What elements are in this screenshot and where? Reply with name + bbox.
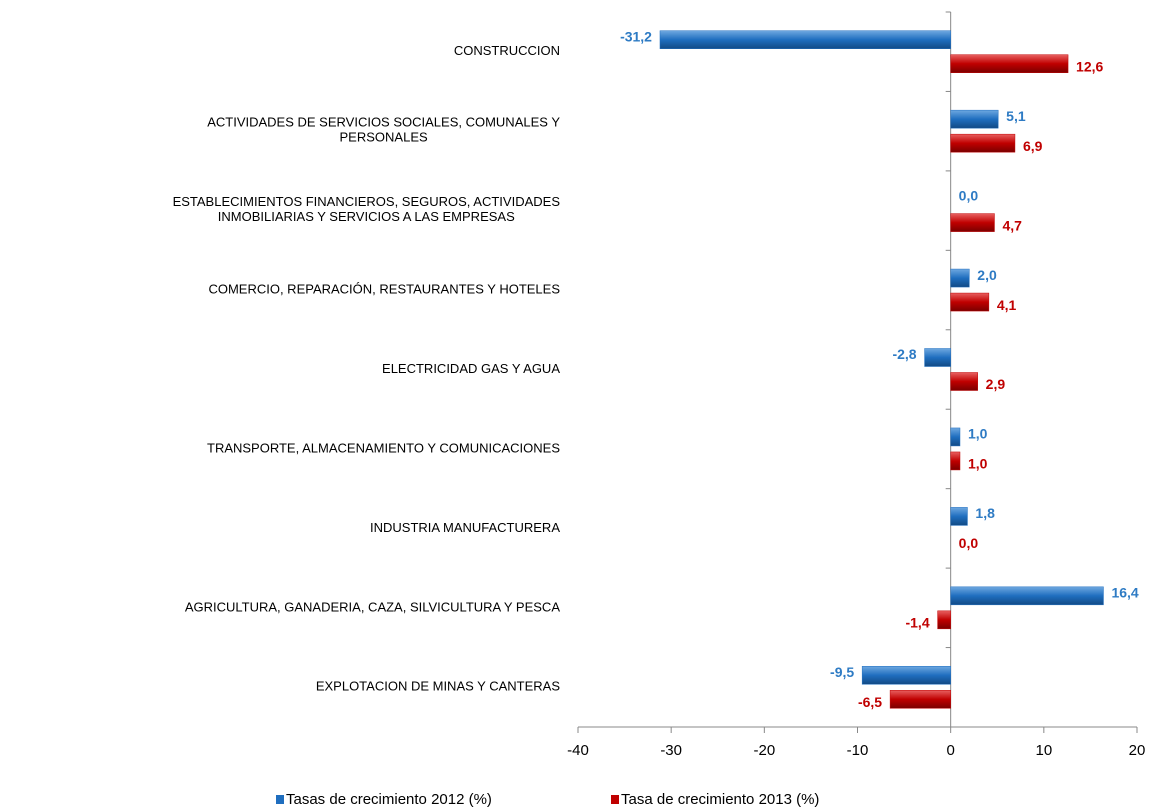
bar xyxy=(950,133,1016,153)
x-tick-label: 10 xyxy=(1035,742,1052,759)
value-label: 0,0 xyxy=(959,535,979,551)
x-tick-label: -30 xyxy=(660,742,682,759)
bar xyxy=(950,507,968,526)
bar xyxy=(937,610,951,630)
category-label: ACTIVIDADES DE SERVICIOS SOCIALES, COMUN… xyxy=(207,115,560,145)
value-label: -9,5 xyxy=(830,664,854,680)
bar xyxy=(950,372,978,391)
legend-swatch xyxy=(276,795,284,804)
category-label: COMERCIO, REPARACIÓN, RESTAURANTES Y HOT… xyxy=(208,281,560,296)
value-label: 12,6 xyxy=(1076,58,1103,74)
x-tick-label: -20 xyxy=(753,742,775,759)
category-label: ESTABLECIMIENTOS FINANCIEROS, SEGUROS, A… xyxy=(173,195,561,225)
category-label: TRANSPORTE, ALMACENAMIENTO Y COMUNICACIO… xyxy=(207,440,560,455)
bar xyxy=(889,690,951,709)
bar xyxy=(950,213,995,232)
value-label: 4,1 xyxy=(997,297,1017,313)
value-label: 6,9 xyxy=(1023,138,1043,154)
value-label: 2,9 xyxy=(986,376,1006,392)
legend-label: Tasa de crecimiento 2013 (%) xyxy=(621,791,819,808)
value-label: 0,0 xyxy=(959,187,979,203)
category-label: INDUSTRIA MANUFACTURERA xyxy=(370,520,560,535)
value-label: 4,7 xyxy=(1002,217,1022,233)
bar xyxy=(861,666,951,685)
value-label: -2,8 xyxy=(892,346,916,362)
x-tick-label: -40 xyxy=(567,742,589,759)
x-tick-label: 20 xyxy=(1129,742,1146,759)
value-label: -1,4 xyxy=(905,615,929,631)
bar xyxy=(950,268,970,288)
bar xyxy=(950,427,961,447)
value-label: 1,0 xyxy=(968,426,988,442)
bar xyxy=(950,109,999,129)
value-label: 16,4 xyxy=(1111,585,1138,601)
legend-swatch xyxy=(611,795,619,804)
bar xyxy=(950,586,1104,606)
bar xyxy=(950,54,1069,73)
x-tick-label: -10 xyxy=(847,742,869,759)
category-label: CONSTRUCCION xyxy=(454,43,560,58)
bar xyxy=(924,348,951,367)
bar xyxy=(950,292,990,312)
category-label: EXPLOTACION DE MINAS Y CANTERAS xyxy=(316,679,560,694)
bar xyxy=(659,30,951,49)
x-tick-label: 0 xyxy=(946,742,954,759)
value-label: -31,2 xyxy=(620,28,652,44)
value-label: 1,8 xyxy=(975,505,995,521)
bar xyxy=(950,451,961,471)
legend-label: Tasas de crecimiento 2012 (%) xyxy=(286,791,492,808)
value-label: 2,0 xyxy=(977,267,997,283)
category-label: AGRICULTURA, GANADERIA, CAZA, SILVICULTU… xyxy=(185,599,560,614)
category-label: ELECTRICIDAD GAS Y AGUA xyxy=(382,361,560,376)
value-label: 5,1 xyxy=(1006,108,1026,124)
value-label: -6,5 xyxy=(858,694,882,710)
value-label: 1,0 xyxy=(968,456,988,472)
